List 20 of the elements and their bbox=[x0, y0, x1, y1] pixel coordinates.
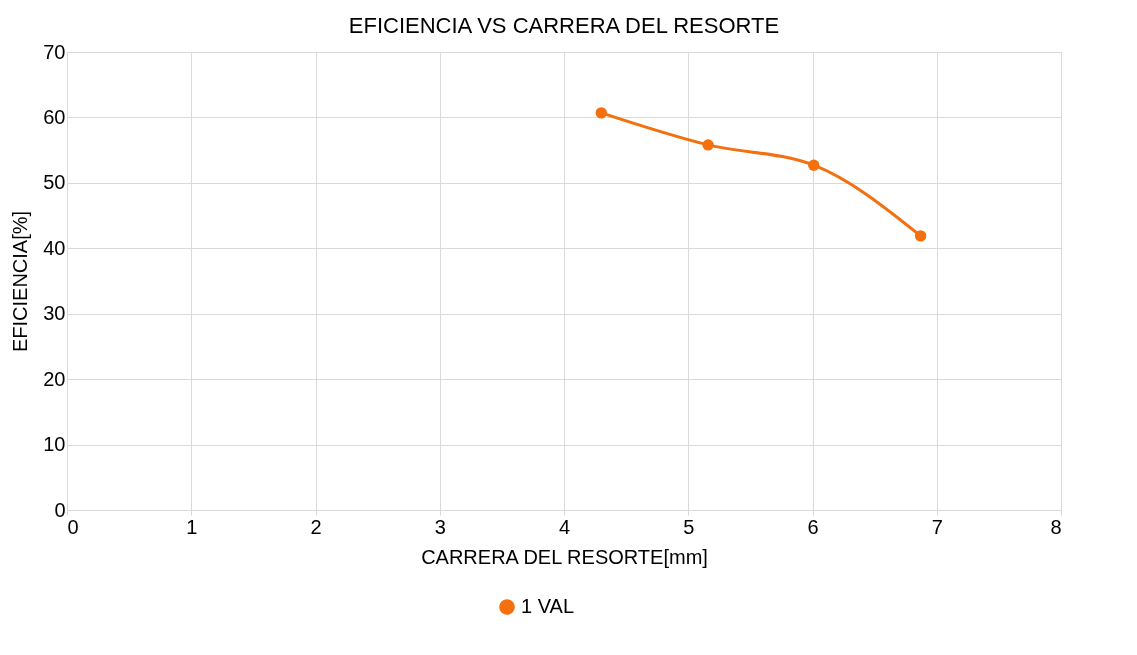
x-tick-label: 6 bbox=[807, 515, 819, 538]
x-tick-label: 2 bbox=[310, 515, 322, 538]
y-tick-label: 50 bbox=[43, 171, 66, 194]
x-tick-label: 8 bbox=[1050, 515, 1062, 538]
x-tick-label: 1 bbox=[186, 515, 198, 538]
y-tick-label: 10 bbox=[43, 433, 66, 456]
y-axis-title: EFICIENCIA[%] bbox=[9, 210, 32, 353]
y-tick-label: 20 bbox=[43, 367, 66, 390]
y-tick-label: 70 bbox=[43, 40, 66, 63]
x-tick-label: 3 bbox=[434, 515, 446, 538]
chart-title: EFICIENCIA VS CARRERA DEL RESORTE bbox=[348, 13, 780, 38]
x-axis-title: CARRERA DEL RESORTE[mm] bbox=[421, 545, 708, 568]
x-tick-label: 5 bbox=[683, 515, 695, 538]
x-tick-label: 7 bbox=[931, 515, 943, 538]
legend-label: 1 VAL bbox=[521, 595, 574, 617]
y-tick-label: 40 bbox=[43, 236, 66, 259]
y-tick-label: 0 bbox=[54, 498, 66, 521]
x-tick-label: 4 bbox=[558, 515, 571, 538]
y-tick-label: 60 bbox=[43, 105, 66, 128]
y-tick-label: 30 bbox=[43, 302, 66, 325]
